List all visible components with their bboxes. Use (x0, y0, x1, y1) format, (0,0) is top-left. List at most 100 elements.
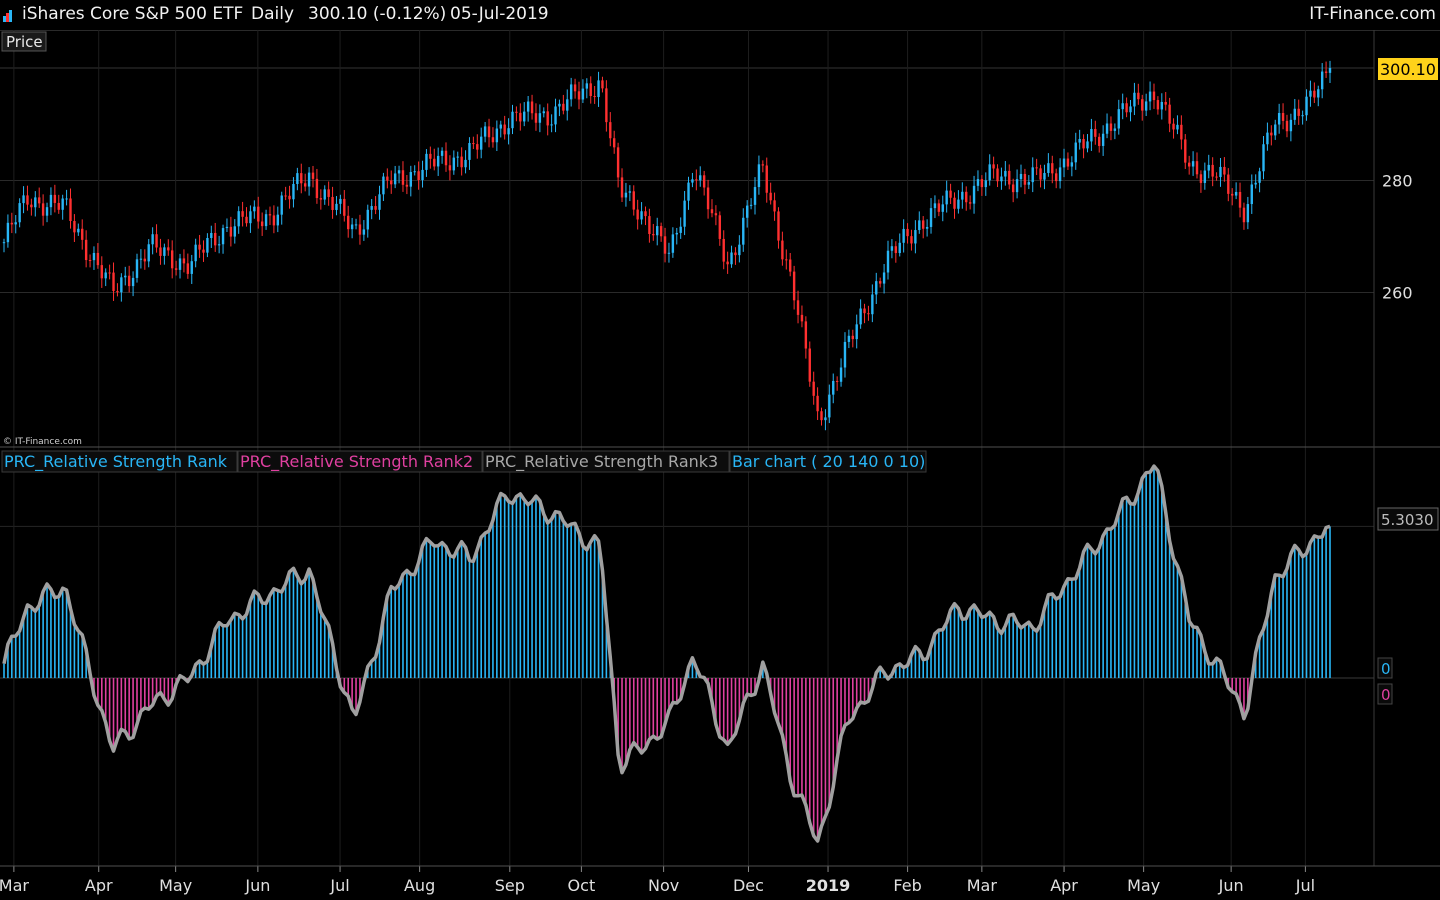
candle-body (1144, 101, 1148, 111)
candle-body (276, 214, 280, 226)
candle-body (648, 216, 651, 235)
candle-body (1270, 132, 1273, 136)
candle-body (131, 277, 135, 287)
candle-body (362, 229, 366, 235)
candle-body (319, 198, 323, 200)
candle-body (609, 122, 612, 139)
legend-box (237, 450, 483, 473)
candle-body (151, 234, 154, 245)
copyright-text: © IT-Finance.com (3, 437, 82, 447)
candle-body (2, 242, 6, 244)
candle-body (702, 175, 706, 188)
candle-body (1180, 124, 1183, 140)
instrument-name: iShares Core S&P 500 ETF (22, 4, 244, 24)
candle-body (233, 226, 236, 237)
candle-body (472, 143, 475, 145)
candle-body (1184, 139, 1187, 163)
candle-body (601, 80, 604, 89)
candle-body (186, 263, 190, 274)
candle-body (1215, 176, 1218, 178)
candle-body (69, 198, 72, 222)
candle-body (241, 211, 244, 217)
candle-body (335, 203, 338, 210)
candle-body (303, 183, 307, 187)
x-tick-label: Nov (648, 876, 679, 895)
candle-body (605, 88, 608, 123)
candle-body (976, 179, 980, 186)
candle-body (26, 195, 29, 205)
candle-body (800, 314, 804, 322)
legend-item-2: PRC_Relative Strength Rank3 (485, 452, 718, 472)
candle-body (894, 246, 898, 254)
candle-body (691, 179, 694, 183)
candle-body (1238, 191, 1242, 208)
candle-body (1039, 168, 1042, 180)
candle-body (808, 348, 811, 382)
x-tick-label: Mar (967, 876, 998, 895)
candle-body (937, 203, 941, 212)
candle-body (296, 173, 299, 184)
candle-body (350, 224, 354, 230)
x-tick-label: Jun (244, 876, 270, 895)
candle-body (135, 259, 139, 278)
candle-body (210, 232, 213, 238)
candle-body (480, 136, 483, 150)
candle-body (569, 84, 573, 100)
x-tick-label: 2019 (806, 876, 851, 895)
candle-body (1015, 179, 1019, 193)
candle-body (824, 417, 827, 421)
candle-body (1219, 166, 1222, 178)
candle-body (1121, 103, 1124, 110)
candle-body (260, 221, 264, 227)
legend-item-0: PRC_Relative Strength Rank (4, 452, 228, 472)
candle-body (229, 226, 233, 237)
candle-body (327, 189, 330, 197)
x-tick-label: Jul (329, 876, 349, 895)
candle-body (738, 244, 741, 256)
candle-body (307, 172, 311, 187)
candle-body (695, 179, 698, 181)
candle-body (554, 106, 557, 125)
candle-body (88, 260, 92, 262)
candle-body (456, 156, 459, 158)
candle-body (1152, 91, 1156, 101)
candle-body (980, 179, 984, 188)
candle-body (812, 381, 815, 396)
candle-body (170, 250, 174, 269)
candle-body (206, 237, 209, 253)
candle-body (922, 220, 925, 229)
candle-body (1109, 123, 1113, 131)
price-panel-label: Price (6, 33, 43, 51)
candle-body (871, 294, 874, 315)
candle-body (745, 205, 749, 218)
candle-body (292, 183, 295, 200)
candle-body (902, 228, 905, 243)
candle-body (370, 206, 373, 210)
candle-body (863, 308, 866, 314)
candle-body (190, 261, 193, 274)
candle-body (636, 209, 639, 220)
candle-body (785, 259, 788, 261)
candle-body (796, 300, 800, 315)
legend-item-1: PRC_Relative Strength Rank2 (240, 452, 473, 472)
candle-body (992, 164, 995, 169)
candle-body (429, 153, 432, 159)
candle-body (593, 95, 596, 98)
legend-box (729, 450, 927, 473)
candle-body (163, 247, 166, 256)
candle-body (339, 198, 342, 204)
candle-body (182, 258, 186, 264)
candle-body (253, 206, 256, 212)
quote-text: 300.10 (-0.12%) (308, 4, 447, 24)
candle-body (425, 153, 428, 170)
candle-body (585, 83, 589, 89)
candle-body (968, 202, 972, 204)
candle-body (726, 261, 729, 265)
candle-body (378, 194, 381, 210)
candle-body (1242, 207, 1246, 223)
candle-body (562, 103, 565, 111)
candle-body (401, 170, 405, 185)
candle-body (1062, 158, 1066, 168)
candle-body (965, 191, 968, 203)
